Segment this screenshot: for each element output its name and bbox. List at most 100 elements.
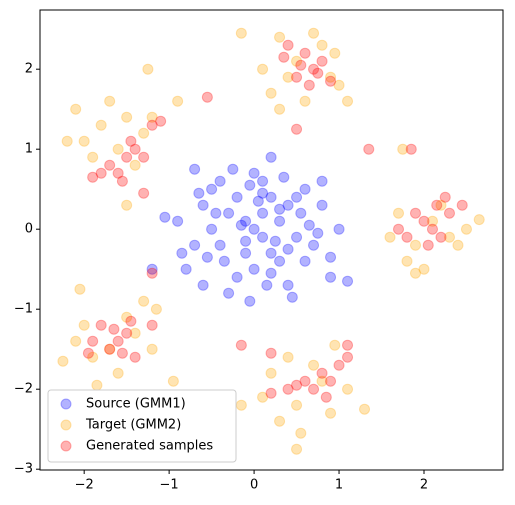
point bbox=[231, 271, 243, 283]
point bbox=[104, 159, 116, 171]
legend-box bbox=[47, 389, 237, 463]
point bbox=[197, 199, 209, 211]
point bbox=[146, 343, 158, 355]
point bbox=[257, 187, 269, 199]
point bbox=[325, 251, 337, 263]
point bbox=[235, 27, 247, 39]
point bbox=[452, 239, 464, 251]
point bbox=[325, 375, 337, 387]
point bbox=[269, 235, 281, 247]
point bbox=[87, 171, 99, 183]
point bbox=[439, 191, 451, 203]
point bbox=[87, 151, 99, 163]
point bbox=[240, 215, 252, 227]
point bbox=[142, 63, 154, 75]
point bbox=[460, 223, 472, 235]
point bbox=[393, 207, 405, 219]
point bbox=[125, 135, 137, 147]
point bbox=[342, 351, 354, 363]
point bbox=[231, 191, 243, 203]
point bbox=[393, 223, 405, 235]
point bbox=[329, 339, 341, 351]
point bbox=[435, 199, 447, 211]
y-tick-label: 0 bbox=[25, 222, 33, 237]
point bbox=[95, 167, 107, 179]
point bbox=[291, 71, 303, 83]
point bbox=[104, 95, 116, 107]
point bbox=[172, 215, 184, 227]
point bbox=[193, 187, 205, 199]
legend-marker bbox=[60, 398, 72, 410]
point bbox=[265, 367, 277, 379]
point bbox=[201, 91, 213, 103]
point bbox=[456, 199, 468, 211]
point bbox=[316, 199, 328, 211]
point bbox=[291, 191, 303, 203]
point bbox=[291, 55, 303, 67]
point bbox=[409, 267, 421, 279]
point bbox=[409, 239, 421, 251]
point bbox=[316, 55, 328, 67]
point bbox=[363, 143, 375, 155]
point bbox=[431, 199, 443, 211]
point bbox=[108, 323, 120, 335]
y-tick-label: −1 bbox=[14, 302, 33, 317]
point bbox=[299, 47, 311, 59]
point bbox=[325, 271, 337, 283]
point bbox=[282, 243, 294, 255]
point bbox=[316, 375, 328, 387]
point bbox=[422, 239, 434, 251]
point bbox=[312, 67, 324, 79]
point bbox=[443, 207, 455, 219]
point bbox=[282, 71, 294, 83]
point bbox=[303, 79, 315, 91]
point bbox=[274, 31, 286, 43]
point bbox=[291, 231, 303, 243]
point bbox=[201, 251, 213, 263]
point bbox=[70, 335, 82, 347]
point bbox=[384, 231, 396, 243]
point bbox=[333, 79, 345, 91]
x-tick-label: −1 bbox=[160, 478, 179, 493]
point bbox=[325, 407, 337, 419]
point bbox=[265, 267, 277, 279]
point bbox=[129, 159, 141, 171]
point bbox=[333, 359, 345, 371]
point bbox=[248, 167, 260, 179]
point bbox=[308, 239, 320, 251]
point bbox=[129, 143, 141, 155]
point bbox=[320, 391, 332, 403]
point bbox=[312, 227, 324, 239]
point bbox=[295, 427, 307, 439]
point bbox=[333, 223, 345, 235]
point bbox=[91, 379, 103, 391]
point bbox=[159, 211, 171, 223]
point bbox=[138, 151, 150, 163]
y-tick-label: −2 bbox=[14, 382, 33, 397]
point bbox=[129, 327, 141, 339]
point bbox=[325, 71, 337, 83]
point bbox=[359, 403, 371, 415]
point bbox=[197, 279, 209, 291]
point bbox=[325, 75, 337, 87]
point bbox=[426, 223, 438, 235]
point bbox=[138, 295, 150, 307]
legend-marker bbox=[60, 419, 72, 431]
point bbox=[121, 311, 133, 323]
point bbox=[418, 215, 430, 227]
point bbox=[70, 103, 82, 115]
point bbox=[257, 231, 269, 243]
point bbox=[240, 247, 252, 259]
point bbox=[112, 167, 124, 179]
y-tick-label: −3 bbox=[14, 462, 33, 477]
point bbox=[146, 119, 158, 131]
point bbox=[303, 219, 315, 231]
point bbox=[435, 231, 447, 243]
point bbox=[104, 343, 116, 355]
point bbox=[87, 335, 99, 347]
point bbox=[401, 231, 413, 243]
point bbox=[189, 239, 201, 251]
point bbox=[265, 387, 277, 399]
point bbox=[265, 247, 277, 259]
